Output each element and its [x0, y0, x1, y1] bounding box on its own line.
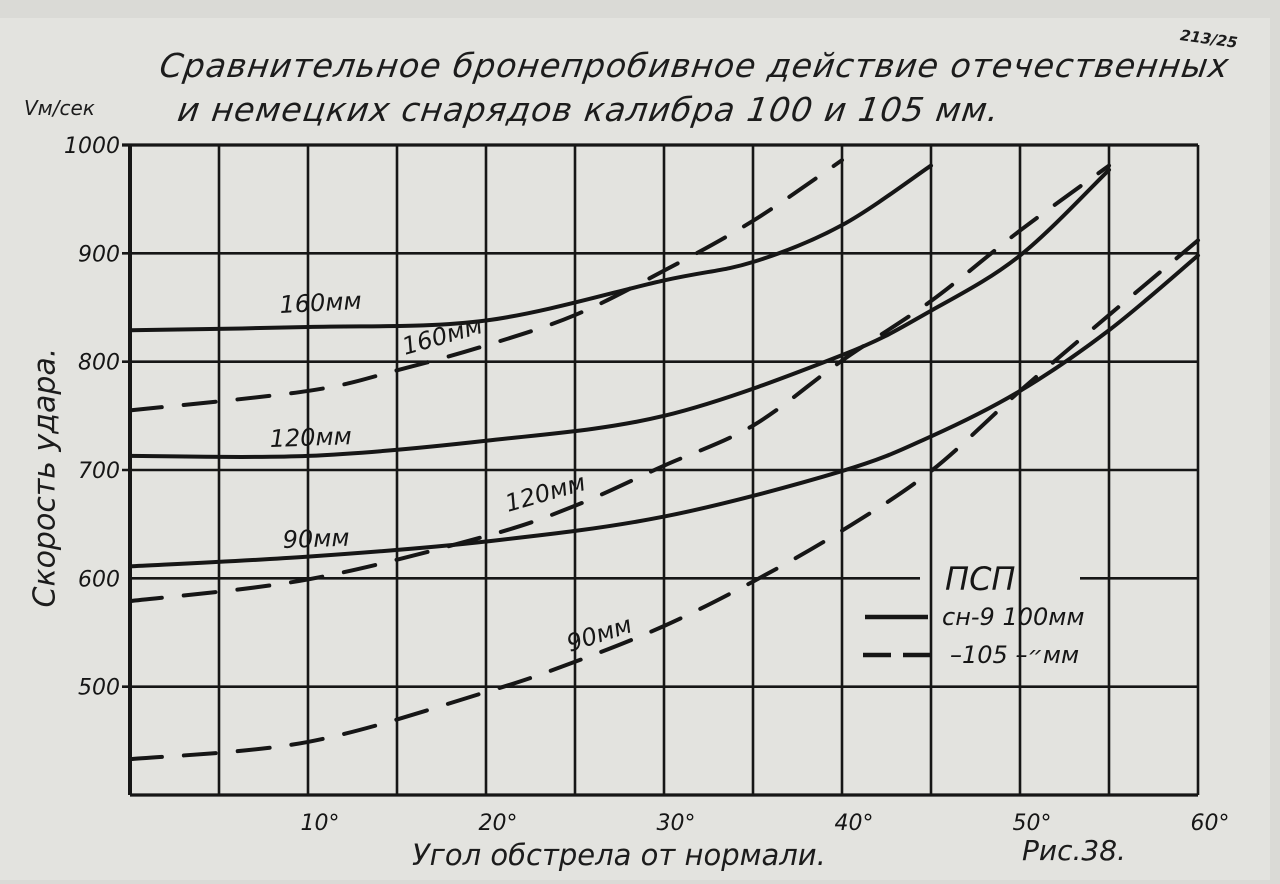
legend-title: ПСП: [945, 560, 1015, 598]
series-label: 160мм: [399, 311, 486, 361]
x-tick-label: 60°: [1191, 811, 1230, 836]
series-label: 120мм: [269, 422, 352, 453]
y-tick-label: 800: [78, 351, 120, 376]
y-tick-label: 500: [78, 676, 120, 701]
series-label: 160мм: [279, 287, 362, 319]
x-tick-label: 50°: [1013, 811, 1052, 836]
y-tick-label: 700: [78, 459, 120, 484]
series-label: 90мм: [282, 524, 350, 554]
y-tick-label: 600: [78, 567, 120, 592]
legend-item-solid: сн-9 100мм: [942, 603, 1084, 631]
series-line-90мм-solid: [128, 253, 1200, 569]
paper-sheet: [0, 18, 1270, 880]
series-line-160мм-solid: [128, 163, 933, 333]
x-axis-label: Угол обстрела от нормали.: [412, 838, 826, 872]
y-unit-label: Vм/сек: [24, 96, 95, 120]
series-line-90мм-dashed: [128, 238, 1200, 762]
y-tick-label: 1000: [64, 134, 120, 159]
series-line-120мм-solid: [128, 167, 1111, 460]
series-line-120мм-dashed: [128, 163, 1111, 604]
legend-item-dashed: –״– 105мм: [950, 641, 1079, 669]
x-tick-label: 40°: [835, 811, 874, 836]
y-tick-label: 900: [78, 242, 120, 267]
x-tick-label: 10°: [301, 811, 340, 836]
x-tick-label: 20°: [479, 811, 518, 836]
figure-label: Рис.38.: [1022, 834, 1126, 867]
x-tick-label: 30°: [657, 811, 696, 836]
series-line-160мм-dashed: [128, 158, 844, 413]
